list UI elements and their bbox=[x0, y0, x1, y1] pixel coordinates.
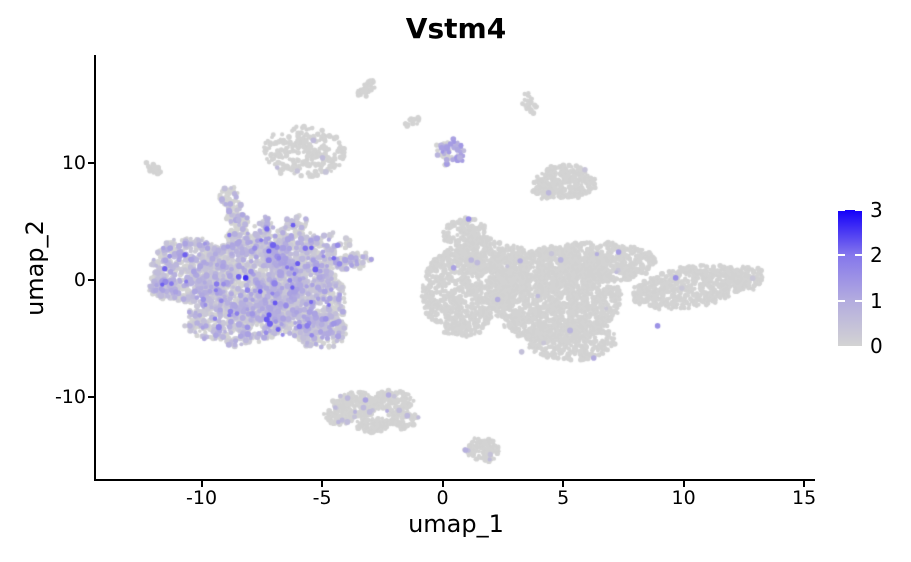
x-tick-mark bbox=[803, 481, 806, 487]
y-tick-label: -10 bbox=[54, 385, 86, 408]
y-tick-label: 10 bbox=[61, 151, 86, 174]
y-tick-mark bbox=[88, 395, 94, 398]
x-tick-mark bbox=[200, 481, 203, 487]
x-tick-label: 15 bbox=[792, 487, 817, 509]
x-tick-mark bbox=[441, 481, 444, 487]
x-tick-label: 10 bbox=[671, 487, 696, 509]
x-tick-mark bbox=[321, 481, 324, 487]
y-tick-label: 0 bbox=[73, 268, 86, 291]
x-tick-mark bbox=[682, 481, 685, 487]
colorbar-tick-label: 2 bbox=[870, 243, 883, 268]
x-axis-title: umap_1 bbox=[408, 510, 504, 538]
colorbar-tick-label: 3 bbox=[870, 198, 883, 222]
colorbar-gradient bbox=[838, 210, 862, 346]
x-tick-label: 5 bbox=[557, 487, 570, 509]
colorbar-tick-mark bbox=[855, 254, 862, 257]
x-tick-label: 0 bbox=[436, 487, 449, 509]
x-tick-label: -10 bbox=[186, 487, 218, 509]
y-tick-mark bbox=[88, 161, 94, 164]
y-axis-title: umap_2 bbox=[21, 220, 49, 316]
colorbar-tick-mark bbox=[838, 254, 845, 257]
x-tick-mark bbox=[562, 481, 565, 487]
colorbar-tick-label: 1 bbox=[870, 288, 883, 313]
plot-title: Vstm4 bbox=[405, 12, 507, 45]
y-tick-mark bbox=[88, 278, 94, 281]
colorbar-tick-mark bbox=[838, 209, 845, 211]
colorbar-tick-label: 0 bbox=[870, 334, 883, 358]
colorbar-tick-mark bbox=[855, 299, 862, 302]
colorbar-tick-mark bbox=[855, 209, 862, 211]
y-axis-line bbox=[94, 55, 96, 481]
colorbar-tick-mark bbox=[838, 299, 845, 302]
x-axis-line bbox=[94, 479, 815, 481]
x-tick-label: -5 bbox=[312, 487, 332, 509]
